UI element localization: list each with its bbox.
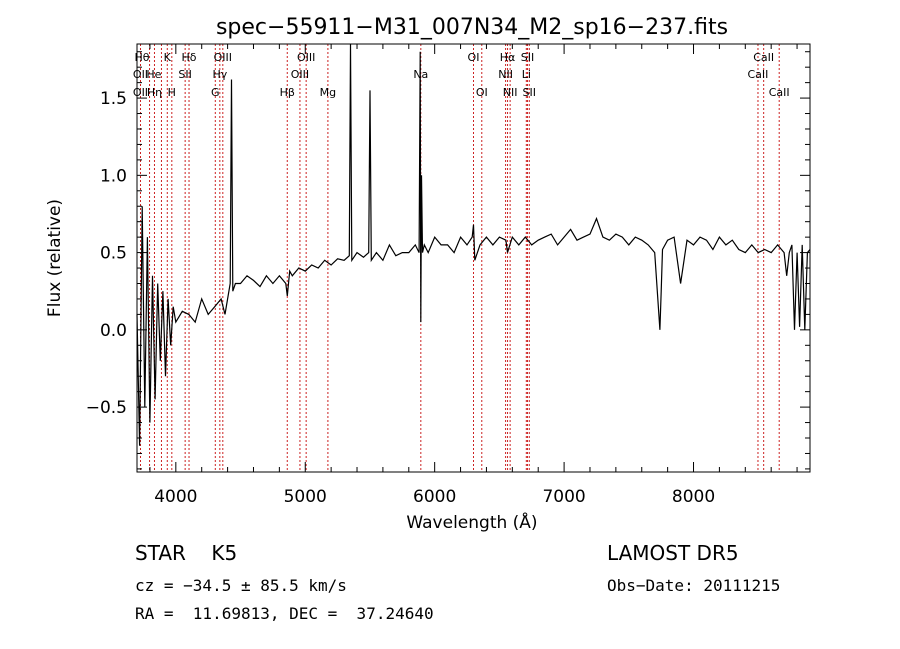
y-tick-label: 0.0 [100, 321, 127, 341]
spectral-line-label: Hβ [280, 86, 295, 99]
coordinates: RA = 11.69813, DEC = 37.24640 [135, 604, 434, 623]
observation-date: Obs−Date: 20111215 [607, 576, 780, 595]
spectral-line-label: Hα [500, 51, 516, 64]
x-tick-label: 4000 [154, 487, 197, 507]
survey-name: LAMOST DR5 [607, 541, 739, 565]
plot-frame [136, 43, 811, 473]
x-tick-label: 5000 [284, 487, 327, 507]
spectral-line-label: CaII [769, 86, 790, 99]
x-tick-label: 8000 [672, 487, 715, 507]
y-tick-label: 1.0 [100, 166, 127, 186]
x-axis-label: Wavelength (Å) [406, 511, 537, 533]
spectral-line-label: SII [523, 86, 536, 99]
x-tick-label: 6000 [413, 487, 456, 507]
spectral-line-label: CaII [753, 51, 774, 64]
spectral-line-label: Li [522, 68, 531, 81]
spectral-line-label: H [168, 86, 176, 99]
spectral-class: STAR K5 [135, 541, 237, 565]
spectral-line-label: Hγ [212, 68, 227, 81]
spectral-line-label: NII [503, 86, 518, 99]
spectral-line-label: He [146, 68, 161, 81]
spectral-line-label: Hη [147, 86, 162, 99]
y-tick-label: 1.5 [100, 89, 127, 109]
spectral-line-label: CaII [748, 68, 769, 81]
chart-title: spec−55911−M31_007N34_M2_sp16−237.fits [216, 15, 728, 40]
spectral-line-label: OIII [297, 51, 315, 64]
spectrum-series-line [136, 43, 811, 446]
spectral-line-label: NII [498, 68, 513, 81]
spectral-line-label: OI [476, 86, 488, 99]
y-axis-label: Flux (relative) [45, 199, 65, 317]
spectral-line-label: SII [178, 68, 191, 81]
spectral-line-label: K [164, 51, 172, 64]
spectral-line-label: OI [468, 51, 480, 64]
spectral-line-label: Mg [320, 86, 336, 99]
x-tick-label: 7000 [542, 487, 585, 507]
y-tick-label: −0.5 [86, 398, 127, 418]
redshift-velocity: cz = −34.5 ± 85.5 km/s [135, 576, 347, 595]
spectral-line-label: G [211, 86, 220, 99]
x-axis-ticks: 4000 5000 6000 7000 8000 [149, 44, 798, 507]
spectral-line-label: Hθ [135, 51, 150, 64]
spectral-line-label: OII [133, 86, 148, 99]
spectral-line-label: OIII [214, 51, 232, 64]
spectral-line-label: Hδ [182, 51, 197, 64]
spectral-line-label: OIII [291, 68, 309, 81]
y-tick-label: 0.5 [100, 244, 127, 264]
spectral-line-markers [139, 44, 780, 472]
y-axis-ticks: −0.5 0.0 0.5 1.0 1.5 [86, 51, 810, 470]
spectral-line-label: SII [521, 51, 534, 64]
